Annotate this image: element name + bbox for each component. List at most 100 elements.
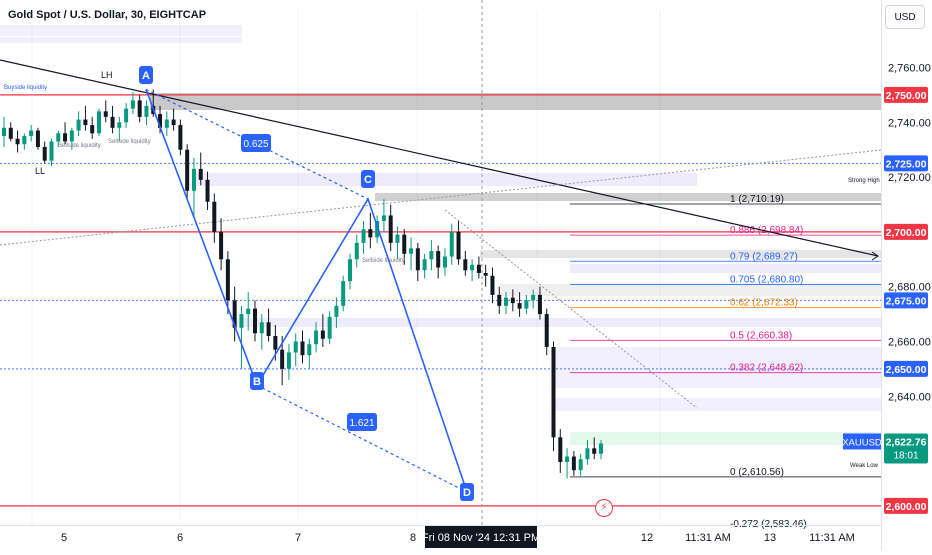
candle-body xyxy=(103,111,108,117)
candle-body xyxy=(49,141,54,161)
price-label-text: 2,725.00 xyxy=(886,158,927,170)
fib-level-label: 0.79 (2,689.27) xyxy=(730,251,798,262)
chart-title: Gold Spot / U.S. Dollar, 30, EIGHTCAP xyxy=(6,8,209,22)
price-label-badge xyxy=(884,223,928,240)
candle-body xyxy=(22,136,27,145)
time-tick-label: 11:31 AM xyxy=(685,532,731,544)
price-zone xyxy=(195,173,697,186)
candle-body xyxy=(253,308,258,334)
candle-body xyxy=(198,168,203,180)
price-zone xyxy=(375,193,881,201)
harmonic-point-label: D xyxy=(463,487,471,499)
candle-body xyxy=(347,259,352,282)
candle-body xyxy=(63,133,68,142)
candle-body xyxy=(314,330,319,345)
candle-body xyxy=(395,234,400,243)
candle-body xyxy=(436,251,441,268)
time-axis-divider xyxy=(0,525,881,526)
fib-level-label: -0.272 (2,583.46) xyxy=(730,519,807,530)
time-tick-label: 8 xyxy=(410,532,416,544)
bar-countdown: 18:01 xyxy=(893,450,918,461)
candle-body xyxy=(205,179,210,202)
harmonic-ratio-badge xyxy=(347,413,377,431)
candle-body xyxy=(456,231,461,260)
harmonic-ratio-label: 1.621 xyxy=(349,418,374,429)
harmonic-point-badge xyxy=(460,483,474,501)
price-zone xyxy=(0,37,242,43)
price-label-badge xyxy=(884,86,928,103)
currency-button[interactable]: USD xyxy=(885,5,925,29)
time-tick-label: 7 xyxy=(295,532,301,544)
candle-body xyxy=(449,231,454,257)
price-zone xyxy=(570,264,881,273)
candle-body xyxy=(565,456,570,462)
price-label-badge xyxy=(884,497,928,514)
time-tick-label: 12 xyxy=(641,532,653,544)
candle-body xyxy=(225,259,230,301)
candle-body xyxy=(537,294,542,315)
symbol-label: XAUUSD xyxy=(842,437,882,448)
trend-line-dotted xyxy=(444,209,698,409)
chart-annotation: Strong High xyxy=(848,178,880,184)
candle-body xyxy=(402,234,407,254)
crosshair-time-label: Fri 08 Nov '24 12:31 PM xyxy=(422,532,540,544)
candle-body xyxy=(42,146,47,161)
candle-body xyxy=(219,231,224,260)
candle-body xyxy=(476,264,481,273)
candle-body xyxy=(544,314,549,347)
candle-body xyxy=(76,119,81,131)
candle-body xyxy=(124,108,129,123)
candle-body xyxy=(504,297,509,306)
time-tick-label: 13 xyxy=(764,532,776,544)
candle-body xyxy=(300,341,305,356)
candle-body xyxy=(117,122,122,128)
candle-body xyxy=(429,251,434,260)
crosshair-time-badge xyxy=(425,526,537,548)
candle-body xyxy=(164,119,169,128)
time-tick-label: 6 xyxy=(177,532,183,544)
candle-body xyxy=(327,316,332,339)
price-zone xyxy=(230,318,881,327)
fib-level-label: 0.705 (2,680.80) xyxy=(730,274,803,285)
candle-body xyxy=(320,330,325,339)
candle-body xyxy=(422,259,427,271)
candle-body xyxy=(56,133,61,142)
chart-annotation: LH xyxy=(101,70,113,80)
price-tick-label: 2,720.00 xyxy=(888,172,931,184)
candle-body xyxy=(293,341,298,353)
candle-body xyxy=(96,111,101,134)
lightning-icon[interactable]: ⚡ xyxy=(595,499,613,517)
candle-body xyxy=(232,300,237,328)
candle-body xyxy=(29,130,34,137)
price-zone xyxy=(150,93,881,110)
candle-body xyxy=(361,229,366,243)
price-label-text: 2,675.00 xyxy=(886,295,927,307)
candle-body xyxy=(551,346,556,438)
time-tick-label: 11:31 AM xyxy=(809,532,855,544)
price-tick-label: 2,660.00 xyxy=(888,336,931,348)
harmonic-point-label: C xyxy=(364,174,372,186)
candle-body xyxy=(259,322,264,334)
candle-body xyxy=(497,294,502,306)
price-label-badge xyxy=(884,155,928,172)
candle-body xyxy=(171,119,176,126)
candle-body xyxy=(212,201,217,232)
candle-body xyxy=(442,256,447,268)
candle-body xyxy=(592,448,597,454)
chart-annotation: Sellside liquidity xyxy=(108,139,151,145)
candle-body xyxy=(375,220,380,238)
trend-line-down xyxy=(0,59,879,257)
candle-body xyxy=(585,448,590,460)
candle-body xyxy=(239,314,244,328)
candle-body xyxy=(144,105,149,117)
harmonic-point-badge xyxy=(361,170,375,188)
harmonic-ratio-line xyxy=(145,88,369,200)
candle-body xyxy=(273,335,278,350)
candle-body xyxy=(409,248,414,254)
candle-body xyxy=(341,281,346,306)
price-tick-label: 2,680.00 xyxy=(888,282,931,294)
price-label-text: 2,700.00 xyxy=(886,227,927,239)
harmonic-ratio-label: 0.625 xyxy=(243,139,268,150)
